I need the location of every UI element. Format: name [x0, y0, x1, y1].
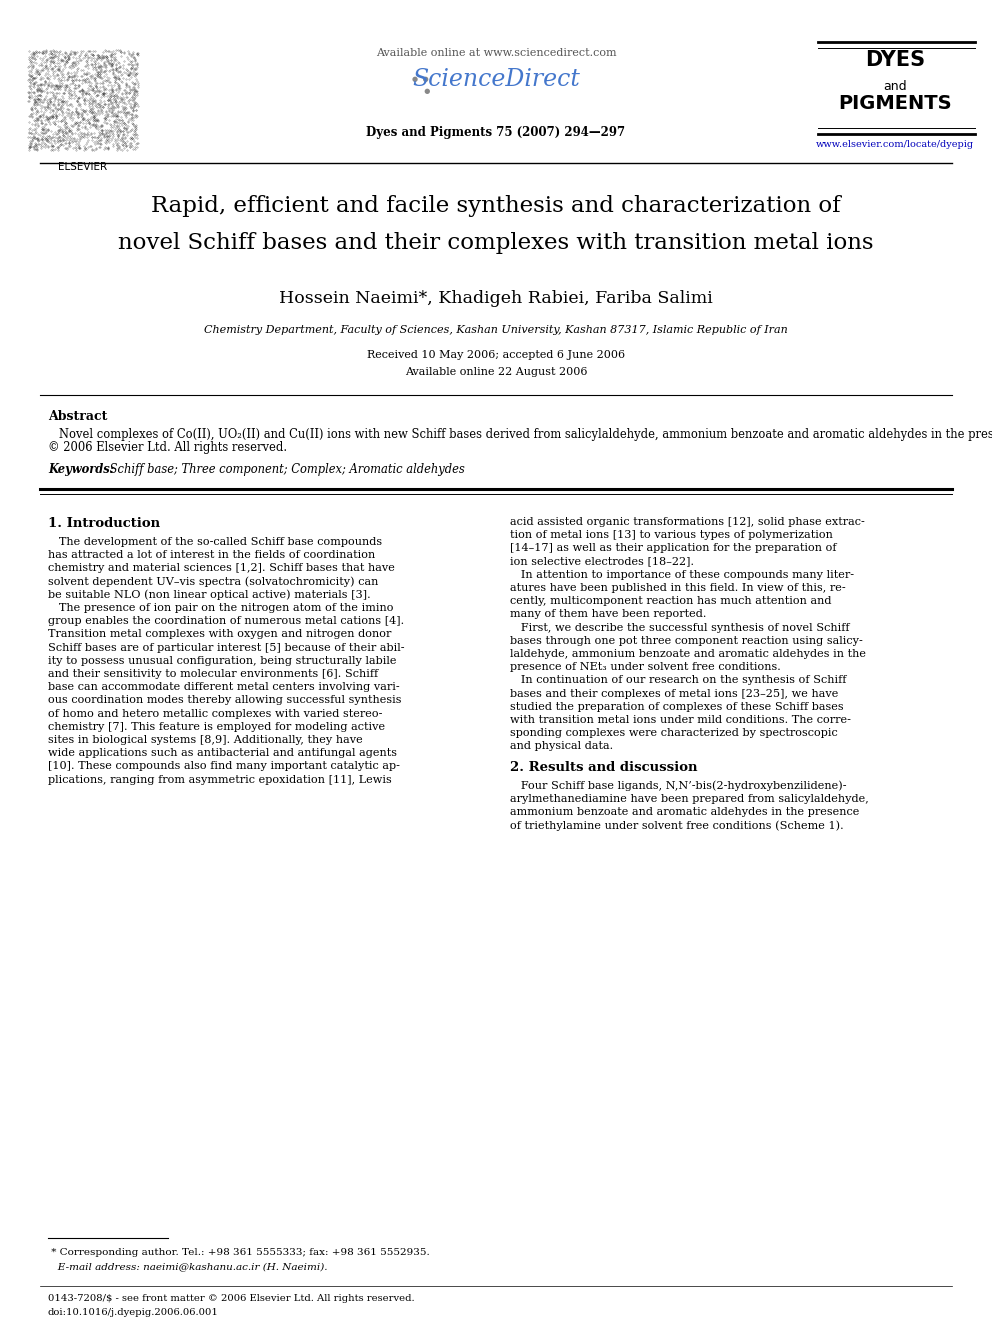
- Text: 1. Introduction: 1. Introduction: [48, 517, 160, 531]
- Text: ●  ●: ● ●: [412, 75, 429, 82]
- Text: bases through one pot three component reaction using salicy-: bases through one pot three component re…: [510, 636, 863, 646]
- Text: Rapid, efficient and facile synthesis and characterization of: Rapid, efficient and facile synthesis an…: [151, 194, 841, 217]
- Text: of homo and hetero metallic complexes with varied stereo-: of homo and hetero metallic complexes wi…: [48, 709, 382, 718]
- Text: Novel complexes of Co(II), UO₂(II) and Cu(II) ions with new Schiff bases derived: Novel complexes of Co(II), UO₂(II) and C…: [48, 429, 992, 441]
- Text: 0143-7208/$ - see front matter © 2006 Elsevier Ltd. All rights reserved.: 0143-7208/$ - see front matter © 2006 El…: [48, 1294, 415, 1303]
- Text: Keywords:: Keywords:: [48, 463, 114, 476]
- Text: acid assisted organic transformations [12], solid phase extrac-: acid assisted organic transformations [1…: [510, 517, 865, 527]
- Text: ELSEVIER: ELSEVIER: [59, 161, 107, 172]
- Text: Schiff base; Three component; Complex; Aromatic aldehydes: Schiff base; Three component; Complex; A…: [106, 463, 464, 476]
- Text: sponding complexes were characterized by spectroscopic: sponding complexes were characterized by…: [510, 728, 838, 738]
- Text: * Corresponding author. Tel.: +98 361 5555333; fax: +98 361 5552935.: * Corresponding author. Tel.: +98 361 55…: [48, 1248, 430, 1257]
- Text: Abstract: Abstract: [48, 410, 107, 423]
- Text: Hossein Naeimi*, Khadigeh Rabiei, Fariba Salimi: Hossein Naeimi*, Khadigeh Rabiei, Fariba…: [279, 290, 713, 307]
- Text: plications, ranging from asymmetric epoxidation [11], Lewis: plications, ranging from asymmetric epox…: [48, 774, 392, 785]
- Text: Four Schiff base ligands, N,N’-bis(2-hydroxybenzilidene)-: Four Schiff base ligands, N,N’-bis(2-hyd…: [510, 781, 846, 791]
- Text: solvent dependent UV–vis spectra (solvatochromicity) can: solvent dependent UV–vis spectra (solvat…: [48, 577, 378, 587]
- Text: Chemistry Department, Faculty of Sciences, Kashan University, Kashan 87317, Isla: Chemistry Department, Faculty of Science…: [204, 325, 788, 335]
- Text: Transition metal complexes with oxygen and nitrogen donor: Transition metal complexes with oxygen a…: [48, 630, 392, 639]
- Text: First, we describe the successful synthesis of novel Schiff: First, we describe the successful synthe…: [510, 623, 849, 632]
- Text: presence of NEt₃ under solvent free conditions.: presence of NEt₃ under solvent free cond…: [510, 663, 781, 672]
- Text: Available online 22 August 2006: Available online 22 August 2006: [405, 366, 587, 377]
- Text: chemistry [7]. This feature is employed for modeling active: chemistry [7]. This feature is employed …: [48, 722, 385, 732]
- Text: © 2006 Elsevier Ltd. All rights reserved.: © 2006 Elsevier Ltd. All rights reserved…: [48, 442, 287, 455]
- Text: 2. Results and discussion: 2. Results and discussion: [510, 761, 697, 774]
- Text: The development of the so-called Schiff base compounds: The development of the so-called Schiff …: [48, 537, 382, 546]
- Text: base can accommodate different metal centers involving vari-: base can accommodate different metal cen…: [48, 683, 400, 692]
- Text: ●: ●: [422, 89, 431, 94]
- Text: and physical data.: and physical data.: [510, 741, 613, 751]
- Text: atures have been published in this field. In view of this, re-: atures have been published in this field…: [510, 583, 845, 593]
- Text: of triethylamine under solvent free conditions (Scheme 1).: of triethylamine under solvent free cond…: [510, 820, 843, 831]
- Text: [14–17] as well as their application for the preparation of: [14–17] as well as their application for…: [510, 544, 836, 553]
- Text: many of them have been reported.: many of them have been reported.: [510, 610, 706, 619]
- Text: novel Schiff bases and their complexes with transition metal ions: novel Schiff bases and their complexes w…: [118, 232, 874, 254]
- Text: tion of metal ions [13] to various types of polymerization: tion of metal ions [13] to various types…: [510, 531, 833, 540]
- Text: www.elsevier.com/locate/dyepig: www.elsevier.com/locate/dyepig: [816, 140, 974, 149]
- Text: Schiff bases are of particular interest [5] because of their abil-: Schiff bases are of particular interest …: [48, 643, 405, 652]
- Text: In continuation of our research on the synthesis of Schiff: In continuation of our research on the s…: [510, 676, 846, 685]
- Text: studied the preparation of complexes of these Schiff bases: studied the preparation of complexes of …: [510, 701, 843, 712]
- Text: ity to possess unusual configuration, being structurally labile: ity to possess unusual configuration, be…: [48, 656, 397, 665]
- Text: has attracted a lot of interest in the fields of coordination: has attracted a lot of interest in the f…: [48, 550, 375, 560]
- Text: with transition metal ions under mild conditions. The corre-: with transition metal ions under mild co…: [510, 714, 851, 725]
- Text: and their sensitivity to molecular environments [6]. Schiff: and their sensitivity to molecular envir…: [48, 669, 378, 679]
- Text: wide applications such as antibacterial and antifungal agents: wide applications such as antibacterial …: [48, 749, 397, 758]
- Text: ammonium benzoate and aromatic aldehydes in the presence: ammonium benzoate and aromatic aldehydes…: [510, 807, 859, 818]
- Text: bases and their complexes of metal ions [23–25], we have: bases and their complexes of metal ions …: [510, 688, 838, 699]
- Text: Received 10 May 2006; accepted 6 June 2006: Received 10 May 2006; accepted 6 June 20…: [367, 351, 625, 360]
- Text: In attention to importance of these compounds many liter-: In attention to importance of these comp…: [510, 570, 854, 579]
- Text: arylmethanediamine have been prepared from salicylaldehyde,: arylmethanediamine have been prepared fr…: [510, 794, 869, 804]
- Text: [10]. These compounds also find many important catalytic ap-: [10]. These compounds also find many imp…: [48, 762, 400, 771]
- Text: ion selective electrodes [18–22].: ion selective electrodes [18–22].: [510, 557, 694, 566]
- Text: ScienceDirect: ScienceDirect: [412, 67, 580, 91]
- Text: group enables the coordination of numerous metal cations [4].: group enables the coordination of numero…: [48, 617, 404, 626]
- Text: sites in biological systems [8,9]. Additionally, they have: sites in biological systems [8,9]. Addit…: [48, 736, 363, 745]
- Text: Available online at www.sciencedirect.com: Available online at www.sciencedirect.co…: [376, 48, 616, 58]
- Text: doi:10.1016/j.dyepig.2006.06.001: doi:10.1016/j.dyepig.2006.06.001: [48, 1308, 219, 1316]
- Text: laldehyde, ammonium benzoate and aromatic aldehydes in the: laldehyde, ammonium benzoate and aromati…: [510, 650, 866, 659]
- Text: PIGMENTS: PIGMENTS: [838, 94, 951, 112]
- Text: DYES: DYES: [865, 50, 926, 70]
- Text: be suitable NLO (non linear optical active) materials [3].: be suitable NLO (non linear optical acti…: [48, 590, 371, 601]
- Text: chemistry and material sciences [1,2]. Schiff bases that have: chemistry and material sciences [1,2]. S…: [48, 564, 395, 573]
- Text: E-mail address: naeimi@kashanu.ac.ir (H. Naeimi).: E-mail address: naeimi@kashanu.ac.ir (H.…: [48, 1262, 327, 1271]
- Text: cently, multicomponent reaction has much attention and: cently, multicomponent reaction has much…: [510, 597, 831, 606]
- Text: ous coordination modes thereby allowing successful synthesis: ous coordination modes thereby allowing …: [48, 696, 402, 705]
- Text: The presence of ion pair on the nitrogen atom of the imino: The presence of ion pair on the nitrogen…: [48, 603, 394, 613]
- Text: and: and: [883, 79, 907, 93]
- Text: Dyes and Pigments 75 (2007) 294—297: Dyes and Pigments 75 (2007) 294—297: [366, 126, 626, 139]
